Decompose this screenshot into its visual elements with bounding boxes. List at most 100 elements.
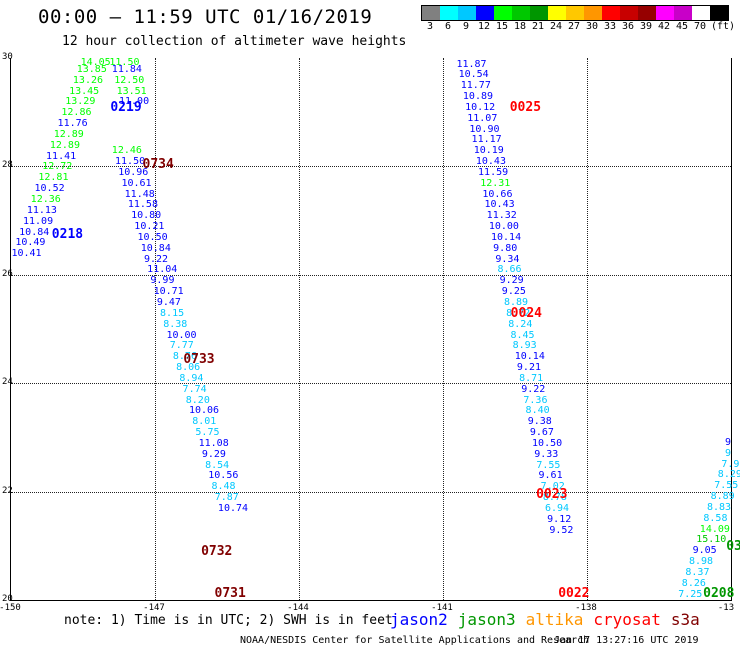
satellite-legend-item: cryosat [593,610,661,629]
wave-height-value: 8.93 [512,340,537,352]
wave-height-value: 7.36 [523,394,548,406]
wave-height-value: 10.52 [34,183,65,195]
color-scale-swatch [674,6,692,20]
pass-time-label: 0023 [536,487,568,503]
wave-height-value: 10.54 [458,69,489,81]
wave-height-value: 11.00 [119,96,150,108]
longitude-label: -150 [0,603,21,613]
wave-height-value: 8.98 [689,556,714,568]
wave-height-value: 9.33 [534,448,559,460]
wave-height-value: 12.81 [38,172,69,184]
pass-time-label: 0022 [558,586,590,601]
color-scale-label: 24 [549,21,563,32]
wave-height-value: 9.80 [493,242,518,254]
wave-height-value: 12.89 [49,139,80,151]
wave-height-value: 11.09 [23,215,54,227]
color-scale-swatch [620,6,638,20]
wave-height-value: 10.49 [15,237,46,249]
generated-timestamp: Jan 17 13:27:16 UTC 2019 [554,635,699,646]
longitude-gridline [587,58,588,600]
wave-height-value: 9.52 [549,524,574,536]
longitude-gridline [299,58,300,600]
wave-height-value: 8.89 [710,491,735,503]
wave-height-value: 8.58 [703,512,728,524]
latitude-gridline [11,166,731,168]
wave-height-value: 8.24 [508,318,533,330]
color-scale-label: 9 [462,21,470,32]
color-scale-label: 45 [675,21,689,32]
wave-height-value: 9.25 [501,286,526,298]
pass-time-label: 0732 [201,544,233,560]
pass-time-label: 0219 [110,99,142,115]
pass-time-label: 03 [726,538,740,554]
color-scale-bar [421,5,729,21]
wave-height-value: 7.25 [678,588,703,600]
wave-height-value: 10.43 [484,199,515,211]
wave-height-value: 8.26 [681,577,706,589]
wave-height-value: 11.84 [111,63,142,75]
wave-height-value: 9 [725,447,732,459]
wave-height-value: 12.89 [53,128,84,140]
wave-height-value: 10.43 [475,156,506,168]
longitude-label: -147 [143,603,165,613]
wave-height-map[interactable]: 14.05 13.85 13.26 13.45 13.29 12.86 11.76 12.89… [10,57,740,601]
wave-height-value: 10.84 [140,242,171,254]
wave-height-value: 12.46 [111,145,142,157]
wave-height-value: 9 [725,436,732,448]
wave-height-value: 12.31 [480,177,511,189]
wave-height-value: 11.07 [467,112,498,124]
latitude-gridline [11,274,731,276]
color-scale-swatch [710,6,728,20]
wave-height-value: 8.71 [519,372,544,384]
wave-height-value: 11.17 [471,134,502,146]
color-scale-label: 15 [495,21,509,32]
wave-height-value: 10.80 [131,210,162,222]
latitude-gridline [11,491,731,493]
wave-height-value: 7.55 [536,459,561,471]
wave-height-value: 11.77 [460,80,491,92]
latitude-gridline [11,383,731,385]
wave-height-value: 9.61 [538,470,563,482]
color-scale-label: 42 [657,21,671,32]
wave-height-value: 10.14 [491,231,522,243]
longitude-label: -13 [717,603,735,613]
wave-height-value: 7.9 [721,458,740,470]
wave-height-value: 11.08 [198,437,229,449]
wave-height-value: 13.26 [72,74,104,86]
wave-height-value: 8.01 [192,416,217,428]
pass-time-label: 0025 [509,99,542,115]
longitude-gridline [443,58,444,600]
wave-height-value: 11.50 [109,57,140,68]
wave-height-value: 9.34 [495,253,520,265]
wave-height-value: 11.32 [486,210,517,222]
wave-height-value: 14.09 [699,523,730,535]
wave-height-value: 7.02 [540,481,565,493]
longitude-label: -138 [575,603,597,613]
wave-height-value: 9.05 [692,545,717,557]
wave-height-value: 13.51 [116,85,147,97]
color-scale-swatch [458,6,476,20]
wave-height-value: 12.86 [61,107,92,119]
wave-height-value: 8.38 [163,318,188,330]
wave-height-value: 9.12 [547,513,572,525]
wave-height-value: 10.90 [469,123,500,135]
wave-height-value: 10.14 [514,351,545,363]
latitude-label: 22 [2,485,13,496]
satellite-legend: jason2 jason3 altika cryosat s3a [390,610,710,629]
color-scale-swatch [494,6,512,20]
wave-height-value: 11.87 [456,58,487,70]
latitude-label: 20 [2,594,13,604]
wave-height-value: 13.29 [65,96,96,108]
color-scale-swatch [656,6,674,20]
wave-height-value: 10.19 [473,145,504,157]
wave-height-value: 9.21 [516,362,541,374]
wave-height-value: 8.54 [205,459,230,471]
wave-height-value: 11.76 [57,118,88,130]
latitude-label: 26 [2,268,13,279]
wave-height-value: 8.20 [185,394,210,406]
page-title: 00:00 – 11:59 UTC 01/16/2019 [38,6,373,28]
pass-time-label: 0734 [142,156,174,172]
pass-time-label: 0731 [214,586,246,601]
color-scale-label: 70 [693,21,707,32]
wave-height-value: 8.72 [506,307,531,319]
